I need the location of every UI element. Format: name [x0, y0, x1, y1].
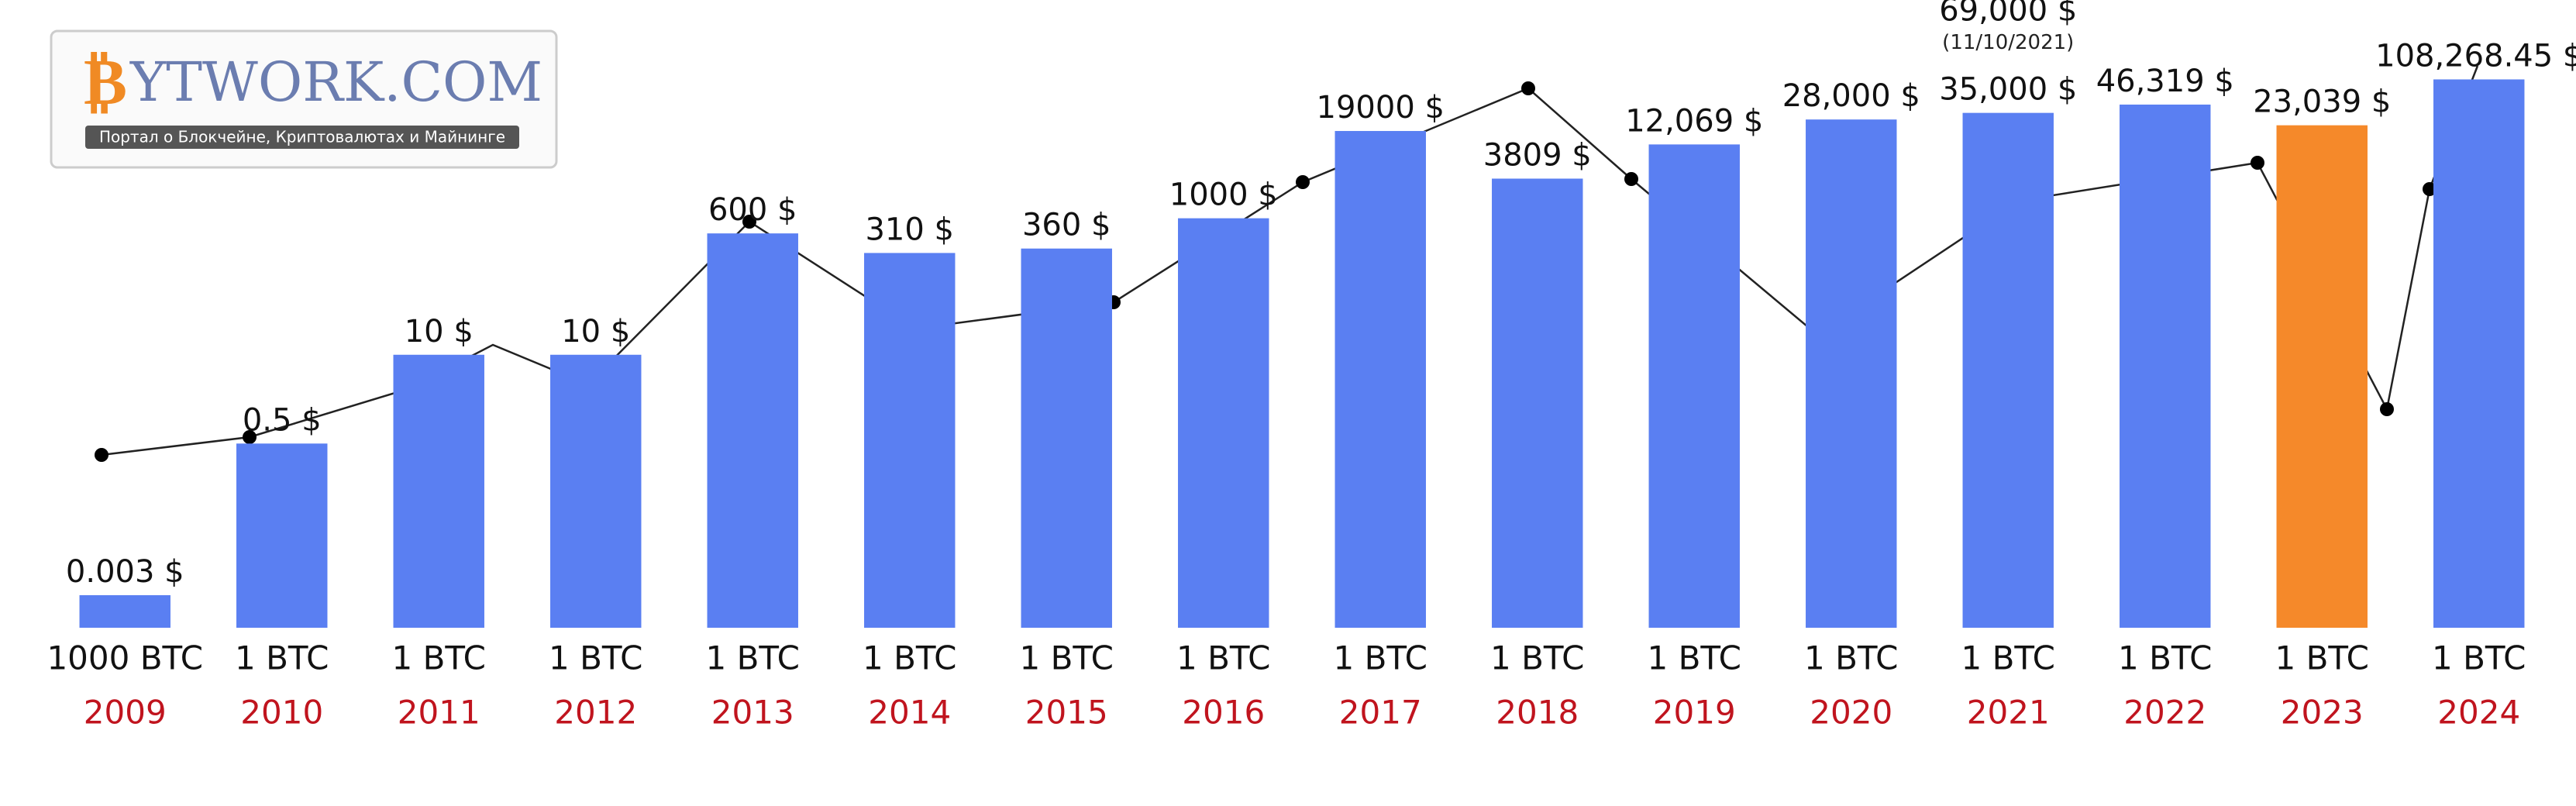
x-tick-label: 2023: [2281, 694, 2364, 732]
x-tick-label: 2010: [240, 694, 323, 732]
x-tick-label: 2014: [868, 694, 951, 732]
value-label: 12,069 $: [1625, 103, 1763, 139]
bar: [79, 594, 170, 628]
value-label: 19000 $: [1317, 90, 1445, 126]
bar: [2120, 104, 2211, 628]
amount-label: 1 BTC: [392, 639, 486, 677]
bar: [236, 443, 328, 628]
x-tick-label: 2024: [2437, 694, 2520, 732]
trend-dot: [742, 215, 756, 229]
value-label: 28,000 $: [1782, 78, 1920, 114]
amount-label: 1 BTC: [1176, 639, 1270, 677]
value-label: 600 $: [708, 192, 797, 228]
bar: [1178, 218, 1269, 629]
amount-label: 1 BTC: [1334, 639, 1427, 677]
amount-label: 1 BTC: [1961, 639, 2055, 677]
bar: [2433, 79, 2525, 629]
x-tick-label: 2021: [1967, 694, 2050, 732]
amount-label: 1 BTC: [1804, 639, 1898, 677]
logo-bar: [85, 126, 519, 149]
annotation: 69,000 $: [1939, 0, 2077, 29]
bar: [1962, 112, 2054, 629]
logo-name: YTWORK.COM: [129, 50, 542, 114]
x-tick-label: 2009: [84, 694, 167, 732]
annotation-note: (11/10/2021): [1942, 31, 2074, 54]
bar: [1806, 119, 1897, 629]
bar: [864, 253, 956, 628]
logo-tagline: Портал о Блокчейне, Криптовалютах и Майн…: [99, 128, 505, 146]
value-label: 35,000 $: [1939, 72, 2077, 108]
amount-label: 1 BTC: [1490, 639, 1584, 677]
value-label: 360 $: [1022, 208, 1111, 243]
value-label: 10 $: [405, 314, 474, 350]
amount-label: 1000 BTC: [46, 639, 203, 677]
x-tick-label: 2016: [1182, 694, 1265, 732]
value-label: 46,319 $: [2096, 64, 2234, 99]
value-label: 108,268.45 $: [2375, 38, 2576, 74]
x-tick-label: 2012: [554, 694, 637, 732]
x-tick-label: 2019: [1653, 694, 1736, 732]
bar: [1021, 248, 1112, 628]
value-label: 0.5 $: [243, 402, 322, 438]
trend-dot: [2423, 182, 2437, 196]
amount-label: 1 BTC: [1020, 639, 1114, 677]
amount-label: 1 BTC: [2275, 639, 2369, 677]
amount-label: 1 BTC: [2432, 639, 2526, 677]
amount-label: 1 BTC: [235, 639, 329, 677]
logo: ₿ YTWORK.COM Портал о Блокчейне, Криптов…: [50, 29, 558, 169]
bar: [1492, 178, 1583, 628]
x-tick-label: 2015: [1025, 694, 1108, 732]
trend-dot: [2380, 402, 2394, 416]
trend-dot: [1296, 175, 1310, 189]
bar: [393, 354, 484, 628]
value-label: 310 $: [865, 212, 954, 247]
trend-dot: [2251, 156, 2264, 170]
amount-label: 1 BTC: [863, 639, 956, 677]
amount-label: 1 BTC: [706, 639, 800, 677]
trend-dot: [1521, 81, 1535, 95]
x-tick-label: 2011: [398, 694, 480, 732]
bar: [1334, 131, 1426, 629]
trend-dot: [243, 430, 257, 444]
bar: [707, 233, 798, 628]
value-label: 0.003 $: [66, 554, 184, 590]
value-label: 23,039 $: [2253, 84, 2391, 120]
value-label: 1000 $: [1169, 177, 1278, 213]
value-label: 10 $: [561, 314, 630, 350]
logo-symbol: ₿: [84, 43, 127, 119]
trend-dot: [95, 448, 108, 462]
value-label: 3809 $: [1483, 137, 1592, 173]
bar: [2276, 125, 2368, 628]
bar: [550, 354, 642, 628]
x-tick-label: 2020: [1810, 694, 1892, 732]
x-tick-label: 2018: [1496, 694, 1579, 732]
x-tick-label: 2013: [711, 694, 794, 732]
amount-label: 1 BTC: [549, 639, 642, 677]
trend-dot: [1624, 172, 1638, 186]
amount-label: 1 BTC: [2118, 639, 2212, 677]
amount-label: 1 BTC: [1648, 639, 1741, 677]
bar: [1648, 144, 1740, 629]
x-tick-label: 2017: [1339, 694, 1422, 732]
x-tick-label: 2022: [2123, 694, 2206, 732]
